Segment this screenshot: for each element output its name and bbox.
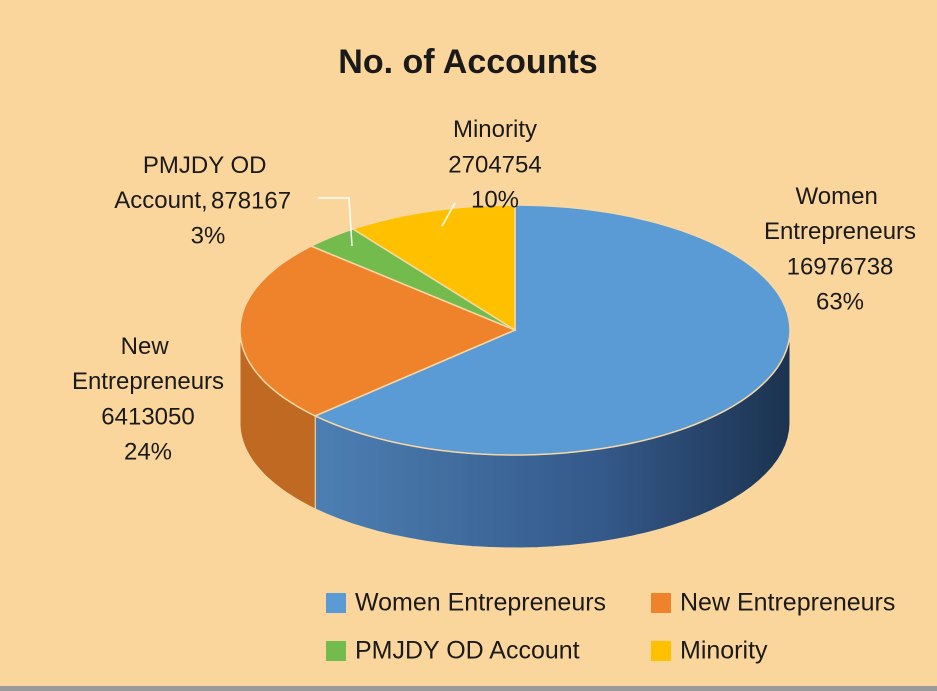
data-label-value: 2704754 [448,151,541,178]
legend-swatch [651,641,671,661]
data-label-category: New Entrepreneurs [72,333,224,395]
leader-line [441,202,456,227]
legend-label: New Entrepreneurs [680,589,895,617]
label-line: Entrepreneurs [72,368,224,395]
slice [351,204,516,332]
data-label-category: PMJDY OD Account [114,152,273,214]
data-label-category: Women Entrepreneurs [764,183,916,245]
bottom-border [0,686,937,691]
data-label-value: 16976738 [787,253,894,280]
label-line: PMJDY OD [143,152,273,179]
legend-swatch [326,593,346,613]
legend-swatch [326,641,346,661]
data-label-value: 878167 [211,187,291,214]
data-label-percent: 3% [191,222,226,249]
data-label-percent: 24% [124,438,172,465]
data-label-category: Minority [453,116,537,143]
label-separator: , [201,187,208,214]
label-line: Entrepreneurs [764,218,916,245]
slice [313,204,791,456]
label-line: New [121,333,176,360]
leader-line [318,197,353,247]
chart-title: No. of Accounts [338,43,597,81]
label-line: Account [114,187,201,214]
data-label-percent: 10% [471,186,519,213]
slice [239,245,517,417]
label-line: Minority [453,116,537,143]
slice [309,228,516,331]
legend-swatch [651,593,671,613]
legend-label: Minority [680,637,768,665]
legend-label: PMJDY OD Account [355,637,580,665]
data-label-value: 6413050 [101,403,194,430]
label-line: Women [796,183,885,210]
data-label-percent: 63% [816,288,864,315]
legend-label: Women Entrepreneurs [355,589,606,617]
